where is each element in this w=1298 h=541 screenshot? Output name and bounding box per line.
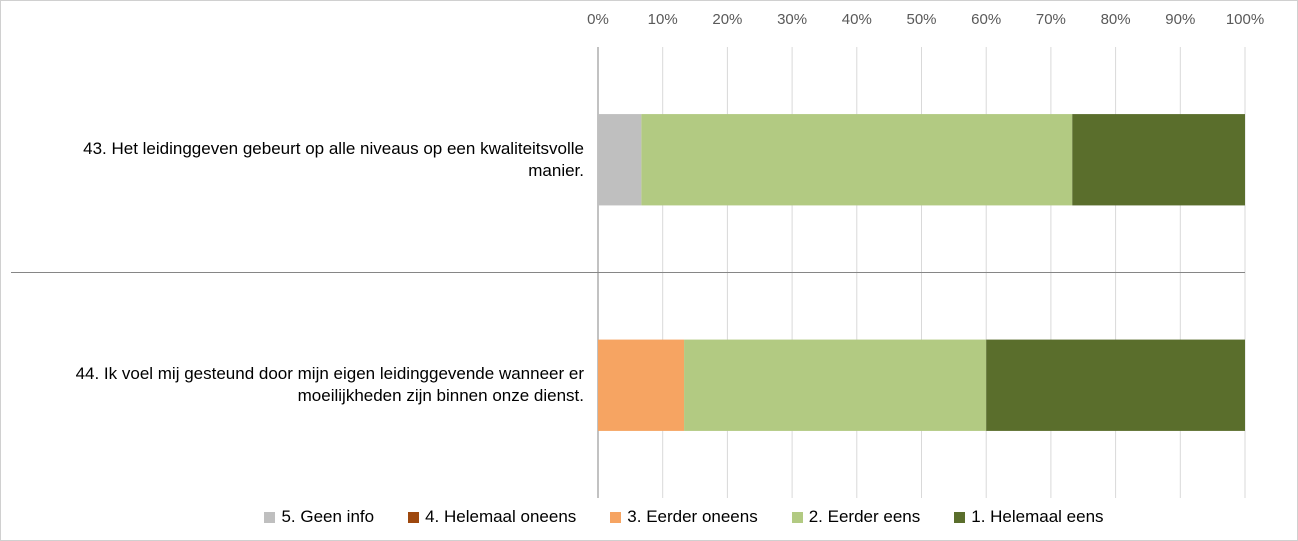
- x-tick-label: 40%: [842, 11, 872, 28]
- x-tick-label: 50%: [906, 11, 936, 28]
- legend-label: 2. Eerder eens: [808, 507, 921, 526]
- x-tick-label: 60%: [971, 11, 1001, 28]
- legend-item: 2. Eerder eens: [791, 507, 921, 527]
- bar-segment: [598, 114, 642, 206]
- category-label: 43. Het leidinggeven gebeurt op alle niv…: [83, 138, 584, 180]
- legend-item: 3. Eerder oneens: [610, 507, 758, 527]
- legend: 5. Geen info 4. Helemaal oneens 3. Eerder …: [1, 507, 1297, 527]
- legend-swatch: [610, 511, 622, 523]
- category-label: 44. Ik voel mij gesteund door mijn eigen…: [75, 364, 584, 406]
- legend-swatch: [264, 511, 276, 523]
- legend-item: 1. Helemaal eens: [954, 507, 1104, 527]
- x-tick-label: 100%: [1226, 11, 1264, 28]
- legend-item: 4. Helemaal oneens: [408, 507, 576, 527]
- legend-label: 4. Helemaal oneens: [425, 507, 577, 526]
- x-tick-label: 90%: [1165, 11, 1195, 28]
- x-tick-label: 10%: [648, 11, 678, 28]
- x-tick-label: 80%: [1101, 11, 1131, 28]
- legend-label: 3. Eerder oneens: [627, 507, 758, 526]
- bar-segment: [598, 339, 685, 431]
- x-tick-label: 30%: [777, 11, 807, 28]
- legend-swatch: [408, 511, 420, 523]
- legend-label: 1. Helemaal eens: [971, 507, 1104, 526]
- legend-swatch: [954, 511, 966, 523]
- legend-swatch: [791, 511, 803, 523]
- x-tick-label: 20%: [712, 11, 742, 28]
- bar-segment: [684, 339, 987, 431]
- legend-item: 5. Geen info: [264, 507, 374, 527]
- x-tick-label: 70%: [1036, 11, 1066, 28]
- bar-segment: [641, 114, 1073, 206]
- x-tick-label: 0%: [587, 11, 609, 28]
- legend-label: 5. Geen info: [281, 507, 375, 526]
- bar-segment: [986, 339, 1245, 431]
- bar-segment: [1072, 114, 1245, 206]
